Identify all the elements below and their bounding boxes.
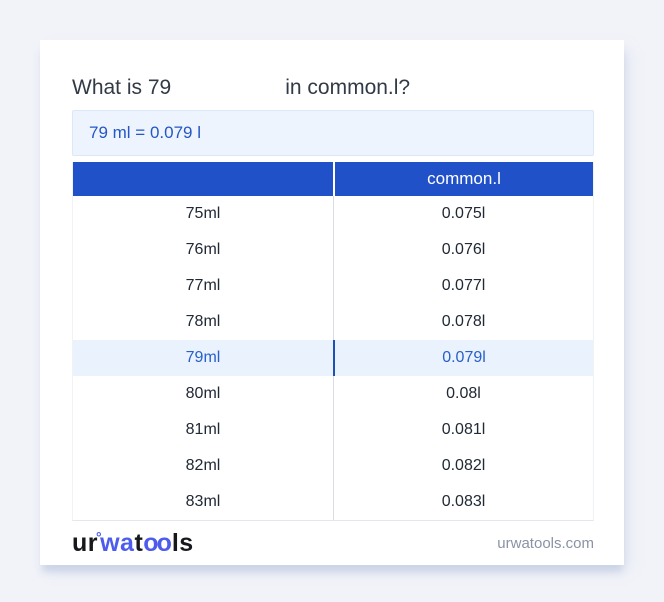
table-cell-ml: 82ml [185, 457, 221, 474]
conversion-result-box: 79 ml = 0.079 l [72, 110, 594, 156]
table-cell-l: 0.08l [333, 376, 593, 412]
table-row: 79ml 0.079l [73, 340, 593, 376]
logo-part-t: t [134, 528, 144, 557]
table-row: 76ml 0.076l [73, 232, 593, 268]
table-row: 82ml 0.082l [73, 448, 593, 484]
table-row: 83ml 0.083l [73, 484, 593, 520]
table-body: 75ml 0.075l 76ml 0.076l 77ml 0.077l 78ml… [73, 196, 593, 520]
urwatools-logo[interactable]: ur ° wa t oo ls [72, 529, 194, 558]
table-cell-l: 0.076l [333, 232, 593, 268]
logo-ring-icon: ° [96, 528, 103, 545]
table-row: 77ml 0.077l [73, 268, 593, 304]
page-title-prefix: What is 79 [72, 76, 172, 99]
table-cell-l: 0.079l [333, 340, 593, 376]
table-cell-l: 0.081l [333, 412, 593, 448]
logo-part-ur: ur [72, 528, 98, 557]
table-row: 75ml 0.075l [73, 196, 593, 232]
conversion-result-text: 79 ml = 0.079 l [89, 123, 201, 142]
page-title: What is 79 in common.l? [72, 73, 594, 102]
table-cell-ml: 81ml [185, 421, 221, 438]
table-cell-ml: 77ml [185, 277, 221, 294]
table-cell-l: 0.075l [333, 196, 593, 232]
table-header-ml [73, 162, 333, 196]
logo-part-oo: oo [143, 528, 172, 557]
table-row: 81ml 0.081l [73, 412, 593, 448]
table-cell-ml: 83ml [185, 493, 221, 510]
table-cell-l: 0.083l [333, 484, 593, 520]
table-row: 80ml 0.08l [73, 376, 593, 412]
page-title-suffix: in common.l? [285, 76, 411, 99]
card-footer: ur ° wa t oo ls urwatools.com [72, 521, 594, 563]
table-cell-l: 0.082l [333, 448, 593, 484]
table-header-common-l: common.l [333, 162, 593, 196]
conversion-table: common.l 75ml 0.075l 76ml 0.076l 77ml 0.… [72, 162, 594, 521]
table-cell-ml: 79ml [185, 349, 221, 366]
logo-part-ls: ls [171, 528, 194, 557]
table-cell-l: 0.078l [333, 304, 593, 340]
site-url-text[interactable]: urwatools.com [497, 534, 594, 552]
table-cell-ml: 78ml [185, 313, 221, 330]
table-cell-ml: 80ml [185, 385, 221, 402]
table-cell-ml: 75ml [185, 205, 221, 222]
table-cell-ml: 76ml [185, 241, 221, 258]
converter-card: What is 79 in common.l? 79 ml = 0.079 l c… [40, 40, 624, 565]
table-row: 78ml 0.078l [73, 304, 593, 340]
table-header-row: common.l [73, 162, 593, 196]
logo-part-wa: wa [100, 528, 135, 557]
table-cell-l: 0.077l [333, 268, 593, 304]
